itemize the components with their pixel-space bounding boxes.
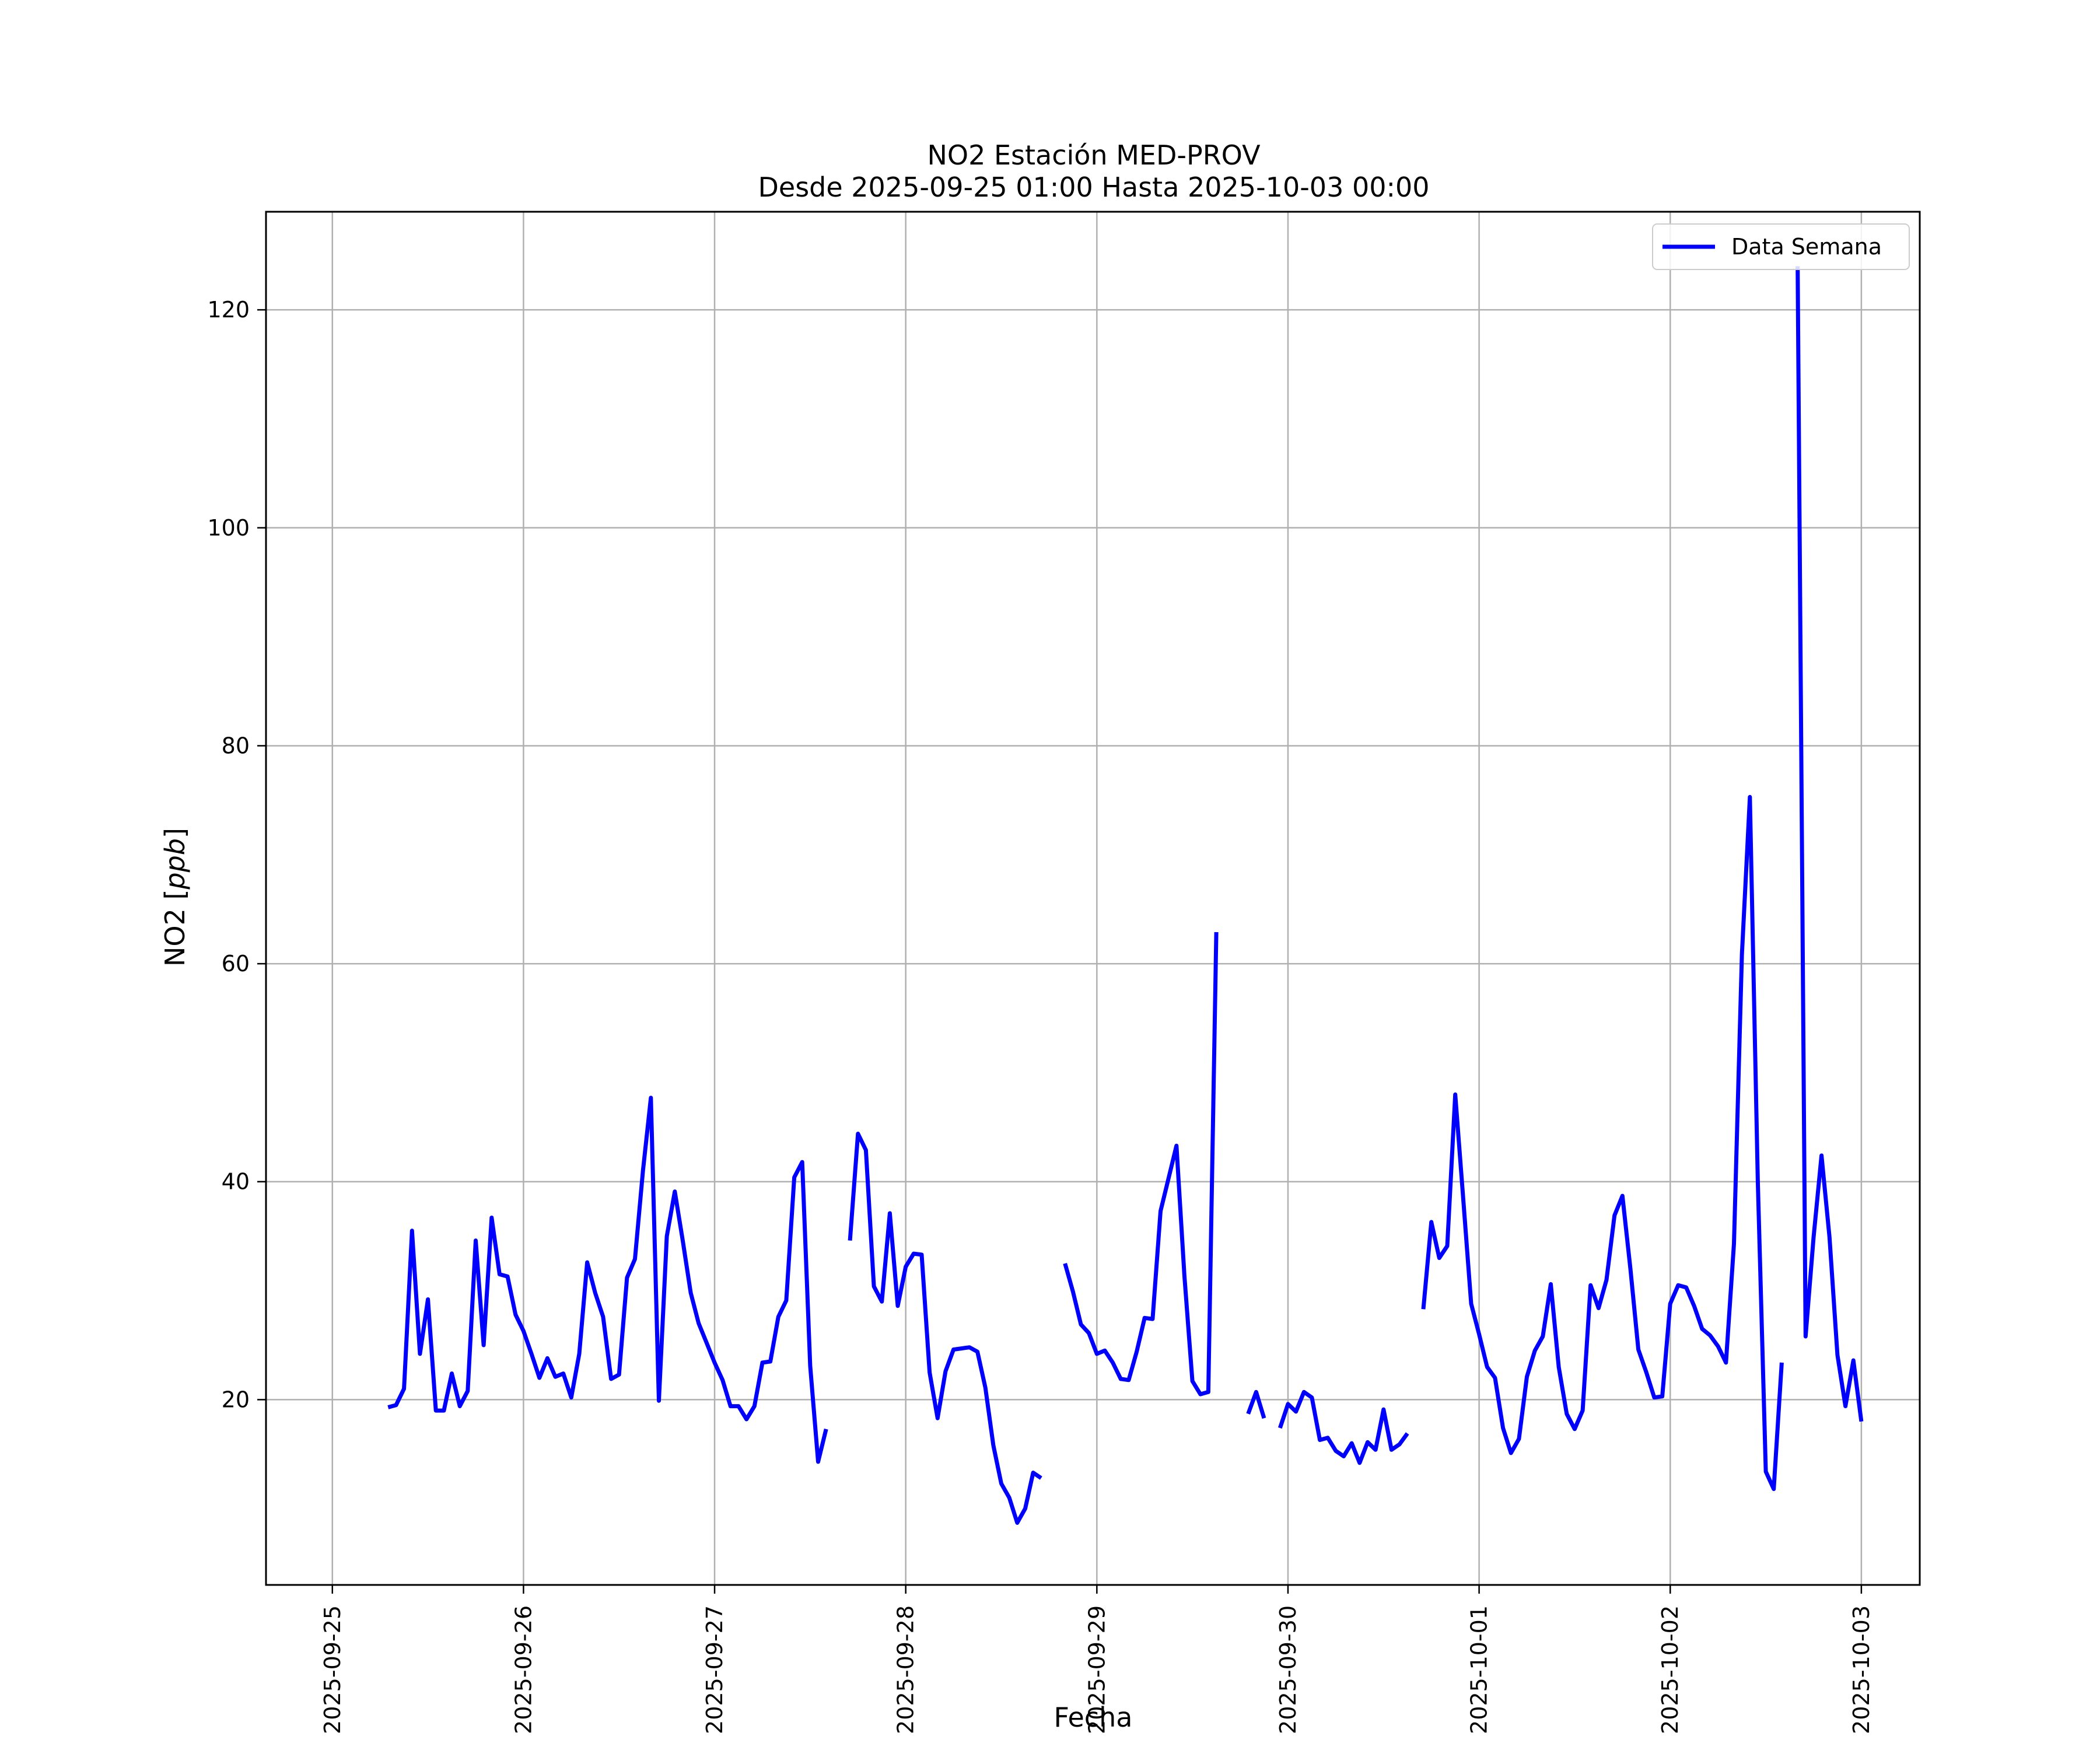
plot-area-frame: [265, 211, 1921, 1586]
legend-label: Data Semana: [1731, 234, 1882, 260]
x-tick-label: 2025-09-27: [702, 1605, 727, 1734]
legend-box: [1652, 223, 1910, 270]
series-line-segment: [1421, 794, 1784, 1492]
x-tick-label: 2025-09-28: [893, 1605, 919, 1734]
y-tick-label: 40: [222, 1169, 250, 1195]
y-axis-label: NO2 [ppb]: [159, 828, 191, 967]
data-series: [387, 266, 1864, 1525]
x-axis: 2025-09-25 2025-09-26 2025-09-27 2025-09-28…: [320, 1585, 1874, 1734]
x-tick-label: 2025-09-26: [510, 1605, 536, 1734]
series-line-segment: [1796, 266, 1864, 1422]
legend: Data Semana: [1652, 223, 1910, 270]
y-tick-label: 120: [207, 297, 250, 323]
y-axis: 20 40 60 80 100 120: [207, 297, 266, 1412]
chart-title: NO2 Estación MED-PROV: [927, 139, 1261, 171]
chart-subtitle: Desde 2025-09-25 01:00 Hasta 2025-10-03 …: [758, 172, 1429, 203]
y-tick-label: 60: [222, 951, 250, 977]
y-tick-label: 100: [207, 515, 250, 541]
y-axis-label-unit: ppb: [159, 838, 191, 890]
series-line-segment: [1063, 932, 1219, 1396]
x-tick-label: 2025-09-30: [1275, 1605, 1301, 1734]
grid-lines: [266, 212, 1920, 1585]
y-axis-label-close: ]: [159, 828, 191, 838]
y-axis-label-main: NO2 [: [159, 890, 191, 967]
series-line-segment: [387, 1096, 828, 1464]
y-tick-label: 20: [222, 1387, 250, 1412]
y-tick-label: 80: [222, 733, 250, 758]
series-line-segment: [848, 1132, 1042, 1525]
x-tick-label: 2025-10-01: [1466, 1605, 1492, 1734]
x-tick-label: 2025-10-03: [1849, 1605, 1874, 1734]
series-line-segment: [1278, 1390, 1409, 1465]
x-axis-label: Fecha: [1054, 1702, 1133, 1733]
series-line-segment: [1246, 1390, 1266, 1419]
x-tick-label: 2025-10-02: [1657, 1605, 1683, 1734]
x-tick-label: 2025-09-29: [1084, 1605, 1110, 1734]
x-tick-label: 2025-09-25: [320, 1605, 345, 1734]
